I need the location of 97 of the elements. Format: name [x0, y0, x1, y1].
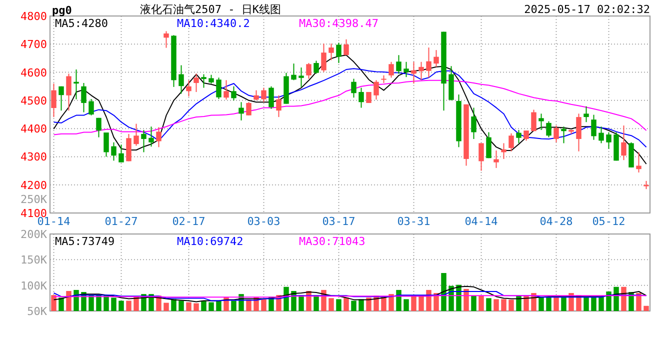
candlestick [621, 124, 626, 161]
candlestick [321, 43, 326, 73]
candlestick [351, 78, 356, 98]
candlestick [396, 54, 402, 74]
candlestick [606, 132, 612, 150]
candlestick [328, 43, 334, 61]
candlestick [238, 102, 244, 121]
candlestick [156, 126, 162, 148]
candlestick [531, 109, 536, 132]
x-tick-label: 01-27 [104, 215, 138, 228]
candlestick [478, 142, 484, 172]
line-series [53, 80, 647, 136]
candlestick [314, 60, 319, 74]
candlestick [426, 47, 432, 78]
candlestick [561, 126, 566, 144]
y-tick-label: 4800 [20, 10, 47, 23]
candlestick [508, 132, 514, 152]
candlestick [118, 144, 124, 163]
candlestick [254, 90, 259, 101]
candlestick [298, 67, 304, 88]
candlestick [126, 133, 132, 162]
candlestick [598, 126, 604, 144]
candlestick [58, 86, 64, 112]
candlestick [246, 102, 252, 116]
candlestick [216, 77, 222, 100]
candlestick [96, 117, 102, 138]
candlestick [336, 42, 342, 64]
y-tick-label: 100K [20, 279, 48, 292]
y-tick-label: 150K [20, 254, 48, 267]
x-tick-label: 04-28 [540, 215, 573, 228]
candlestick [291, 63, 296, 81]
candlestick [516, 129, 522, 144]
candlestick [66, 73, 72, 112]
candlestick [164, 30, 169, 48]
candlestick [554, 124, 559, 143]
candlestick [276, 94, 282, 118]
annotation: pg0 [52, 4, 72, 17]
text: MA30:71043 [299, 235, 366, 248]
text: MA5:73749 [55, 235, 115, 248]
x-tick-label: 04-14 [464, 215, 498, 228]
candlestick [524, 130, 529, 142]
x-tick-label: 03-03 [247, 215, 280, 228]
candlestick [494, 150, 499, 168]
candlestick [358, 87, 364, 108]
candlestick [74, 68, 79, 100]
candlestick [201, 74, 206, 88]
candlestick [104, 132, 109, 158]
x-tick-label: 03-17 [322, 215, 356, 228]
candlestick [434, 50, 439, 68]
candlestick [51, 83, 56, 118]
candlestick [501, 142, 506, 160]
candlestick [141, 129, 146, 153]
candlestick [81, 82, 86, 113]
candlestick [224, 80, 229, 100]
x-tick-label: 05-12 [592, 215, 626, 228]
candlestick [374, 80, 379, 100]
y-tick-label: 4200 [20, 178, 47, 192]
text: MA30:4398.47 [299, 17, 378, 30]
candlestick [306, 62, 312, 80]
candlestick [546, 120, 552, 138]
y-tick-label: 4300 [20, 150, 47, 164]
candlestick [471, 107, 476, 140]
candlestick [178, 64, 184, 94]
candlestick [418, 61, 424, 81]
x-tick-label: 03-31 [397, 215, 430, 228]
text: MA5:4280 [55, 17, 108, 30]
candlestick [186, 80, 192, 97]
y-tick-label: 4400 [20, 122, 47, 136]
candlestick [411, 61, 416, 84]
candlestick [134, 123, 139, 146]
candlestick [388, 61, 394, 78]
text: 250K [20, 193, 48, 206]
candlestick [261, 87, 266, 103]
candlestick [268, 86, 274, 110]
y-tick-label: 50K [27, 305, 48, 318]
candlestick [591, 114, 596, 140]
candlestick [404, 61, 409, 78]
chart-title: 液化石油气2507 - 日K线图 [140, 3, 281, 16]
candlestick [148, 126, 154, 148]
candlestick [111, 142, 116, 162]
y-tick-label: 4700 [20, 38, 47, 52]
candlestick [231, 86, 236, 101]
text: MA10:69742 [177, 235, 244, 248]
candlestick [576, 113, 582, 152]
candlestick [344, 38, 349, 56]
candlestick [584, 106, 589, 123]
text: 2025-05-17 02:02:32 [524, 3, 650, 16]
candlestick [486, 132, 492, 159]
y-tick-label: 4600 [20, 66, 47, 80]
candlestick [88, 98, 94, 116]
y-tick-label: 4500 [20, 94, 47, 108]
candlestick [636, 152, 642, 173]
x-tick-label: 02-17 [172, 215, 206, 228]
candlestick [538, 113, 544, 130]
text: MA10:4340.2 [177, 17, 250, 30]
candlestick [194, 73, 199, 92]
y-tick-label: 200K [20, 228, 48, 241]
